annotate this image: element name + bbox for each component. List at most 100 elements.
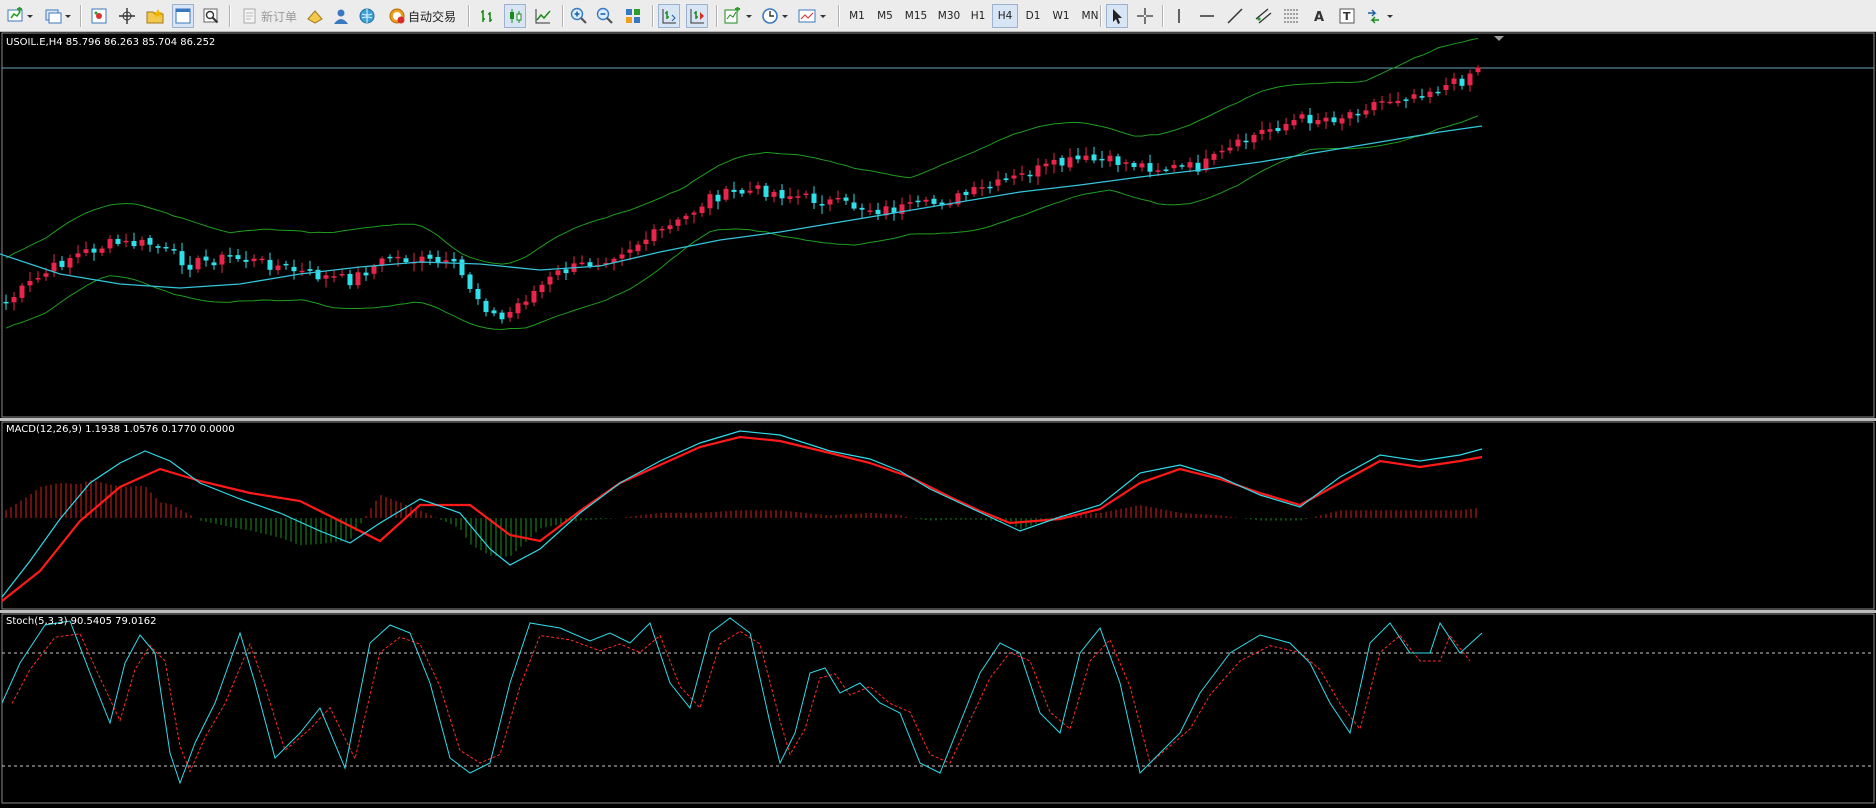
candle-body (1099, 158, 1105, 161)
candle-body (1091, 154, 1097, 161)
candle-body (539, 284, 545, 293)
autoscroll-button[interactable] (686, 4, 708, 28)
strategy-tester-button[interactable] (200, 4, 222, 28)
window-divider[interactable] (0, 418, 1876, 421)
main-price-chart[interactable]: USOIL.E,H4 85.796 86.263 85.704 86.252 (0, 32, 1876, 418)
timeframe-h1-button[interactable]: H1 (970, 10, 986, 22)
candlesticks-button[interactable] (504, 4, 526, 28)
new-chart-icon (7, 7, 33, 22)
candle-body (51, 262, 57, 272)
candle-body (139, 239, 145, 246)
macd-plot[interactable] (0, 421, 1876, 610)
candle-body (555, 270, 561, 276)
candle-body (899, 204, 905, 214)
new-order-icon (243, 8, 256, 24)
templates-button[interactable] (796, 4, 830, 28)
timeframe-w1-button[interactable]: W1 (1052, 10, 1070, 22)
data-window-button[interactable] (116, 4, 138, 28)
text-label-icon: T (1339, 8, 1355, 24)
stochastic-subwindow[interactable]: Stoch(5,3,3) 90.5405 79.0162 (0, 613, 1876, 804)
macd-subwindow[interactable]: MACD(12,26,9) 1.1938 1.0576 0.1770 0.000… (0, 421, 1876, 610)
candle-body (603, 262, 609, 265)
candle-body (523, 301, 529, 305)
candle-body (547, 276, 553, 285)
timeframe-m15-button[interactable]: M15 (904, 10, 928, 22)
arrows-icon (1368, 9, 1393, 24)
candle-body (35, 277, 41, 280)
horizontal-line-button[interactable] (1196, 4, 1218, 28)
candle-body (443, 260, 449, 263)
periods-button[interactable] (760, 4, 792, 28)
new-chart-button[interactable] (4, 4, 36, 28)
candle-body (475, 288, 481, 300)
fibonacci-button[interactable] (1280, 4, 1302, 28)
text-tool-icon: A (1314, 10, 1324, 25)
tile-windows-button[interactable] (622, 4, 644, 28)
candle-body (171, 249, 177, 251)
vertical-line-button[interactable] (1168, 4, 1190, 28)
candle-body (403, 258, 409, 263)
new-order-button[interactable]: 新订单 (236, 4, 302, 28)
candle-body (371, 265, 377, 274)
terminal-button[interactable] (172, 4, 194, 28)
text-tool-button[interactable]: A (1308, 4, 1330, 28)
candle-body (1211, 153, 1217, 160)
market-watch-button[interactable] (88, 4, 110, 28)
bar-chart-icon (481, 10, 492, 22)
arrows-button[interactable] (1364, 4, 1398, 28)
market-button[interactable] (356, 4, 378, 28)
candle-body (1371, 102, 1377, 111)
candle-body (227, 255, 233, 257)
candle-body (803, 193, 809, 196)
cursor-tool-button[interactable] (1106, 4, 1128, 28)
candle-body (155, 246, 161, 248)
candle-body (691, 212, 697, 215)
candlestick-icon (510, 9, 522, 23)
auto-trading-button[interactable]: 自动交易 (384, 4, 460, 28)
candle-body (787, 196, 793, 200)
candle-body (1027, 174, 1033, 177)
candle-body (1155, 170, 1161, 172)
stochastic-plot[interactable] (0, 613, 1876, 804)
meta-editor-button[interactable] (304, 4, 326, 28)
zoom-out-button[interactable] (594, 4, 616, 28)
candle-body (115, 238, 121, 244)
profiles-button[interactable] (42, 4, 74, 28)
timeframe-m5-button[interactable]: M5 (877, 10, 893, 22)
candle-body (1051, 159, 1057, 165)
candle-body (1467, 73, 1473, 86)
candle-body (1163, 169, 1169, 171)
candle-body (1427, 91, 1433, 98)
equidistant-channel-button[interactable] (1252, 4, 1274, 28)
candle-body (683, 215, 689, 220)
line-chart-button[interactable] (532, 4, 554, 28)
timeframe-mn-button[interactable]: MN (1081, 10, 1099, 22)
chart-shift-button[interactable] (658, 4, 680, 28)
signals-button[interactable] (330, 4, 352, 28)
timeframe-m30-button[interactable]: M30 (937, 10, 961, 22)
candle-body (979, 187, 985, 189)
candle-body (1331, 117, 1337, 123)
zoom-in-button[interactable] (568, 4, 590, 28)
candlestick-plot[interactable] (0, 32, 1876, 418)
text-label-button[interactable]: T (1336, 4, 1358, 28)
candle-body (795, 196, 801, 198)
candle-body (1307, 114, 1313, 124)
candle-body (947, 203, 953, 206)
candle-body (955, 193, 961, 205)
crosshair-tool-button[interactable] (1134, 4, 1156, 28)
timeframe-d1-button[interactable]: D1 (1025, 10, 1041, 22)
navigator-button[interactable] (144, 4, 166, 28)
candle-body (755, 185, 761, 189)
candle-body (299, 270, 305, 273)
bar-chart-button[interactable] (476, 4, 498, 28)
candle-body (1131, 162, 1137, 167)
channel-icon (1255, 8, 1272, 24)
candle-body (99, 248, 105, 253)
timeframe-m1-button[interactable]: M1 (849, 10, 865, 22)
timeframe-h4-button[interactable]: H4 (992, 4, 1018, 28)
window-divider[interactable] (0, 610, 1876, 613)
indicators-button[interactable] (722, 4, 756, 28)
candle-body (827, 199, 833, 205)
trendline-button[interactable] (1224, 4, 1246, 28)
